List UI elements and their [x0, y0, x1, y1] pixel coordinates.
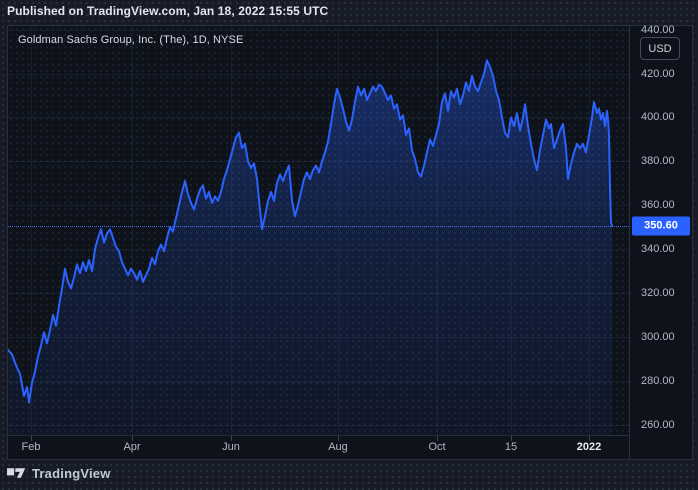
- gridline-h: [8, 29, 629, 31]
- time-axis-label[interactable]: Apr: [123, 441, 141, 453]
- price-area-chart: [8, 59, 613, 435]
- time-axis-label[interactable]: Feb: [21, 441, 41, 453]
- tradingview-brand-text: TradingView: [32, 465, 111, 481]
- gridline-h: [8, 161, 629, 163]
- time-axis-label[interactable]: Aug: [328, 441, 348, 453]
- chart-pane[interactable]: Goldman Sachs Group, Inc. (The), 1D, NYS…: [8, 26, 629, 435]
- price-tick-label: 440.00: [641, 23, 675, 36]
- price-tick-label: 280.00: [641, 374, 675, 387]
- time-axis-label[interactable]: Jun: [222, 441, 240, 453]
- last-price-dotted-line: [8, 225, 629, 227]
- tradingview-attribution[interactable]: TradingView: [7, 463, 111, 483]
- time-axis-tick: [132, 436, 133, 441]
- gridline-h: [8, 73, 629, 75]
- tradingview-logo-icon: [7, 468, 26, 478]
- time-axis-tick: [31, 436, 32, 441]
- chart-widget: Goldman Sachs Group, Inc. (The), 1D, NYS…: [7, 23, 693, 460]
- price-axis[interactable]: USD 440.00 420.00 400.00 380.00 360.00 340.00…: [629, 23, 693, 459]
- price-tick-label: 380.00: [641, 155, 675, 168]
- price-tick-label: 320.00: [641, 286, 675, 299]
- gridline-h: [8, 117, 629, 119]
- price-tick-label: 360.00: [641, 199, 675, 212]
- price-tick-label: 260.00: [641, 418, 675, 431]
- time-axis-tick: [437, 436, 438, 441]
- time-axis-tick: [589, 436, 590, 441]
- price-tick-label: 400.00: [641, 111, 675, 124]
- gridline-v: [132, 26, 133, 435]
- published-header: Published on TradingView.com, Jan 18, 20…: [7, 4, 329, 18]
- currency-unit-button[interactable]: USD: [640, 37, 680, 60]
- area-fill: [8, 60, 612, 435]
- time-axis[interactable]: Feb Apr Jun Aug Oct 15 2022: [8, 435, 629, 460]
- price-line: [8, 59, 613, 404]
- time-axis-tick: [231, 436, 232, 441]
- symbol-legend[interactable]: Goldman Sachs Group, Inc. (The), 1D, NYS…: [18, 34, 244, 46]
- time-axis-label[interactable]: Oct: [428, 441, 446, 453]
- time-axis-label[interactable]: 2022: [576, 441, 602, 453]
- time-axis-tick: [511, 436, 512, 441]
- time-axis-label[interactable]: 15: [504, 441, 518, 453]
- price-tick-label: 300.00: [641, 330, 675, 343]
- price-tick-label: 420.00: [641, 67, 675, 80]
- price-tick-label: 340.00: [641, 243, 675, 255]
- time-axis-tick: [338, 436, 339, 441]
- gridline-v: [31, 26, 32, 435]
- last-price-badge: 350.60: [632, 216, 690, 236]
